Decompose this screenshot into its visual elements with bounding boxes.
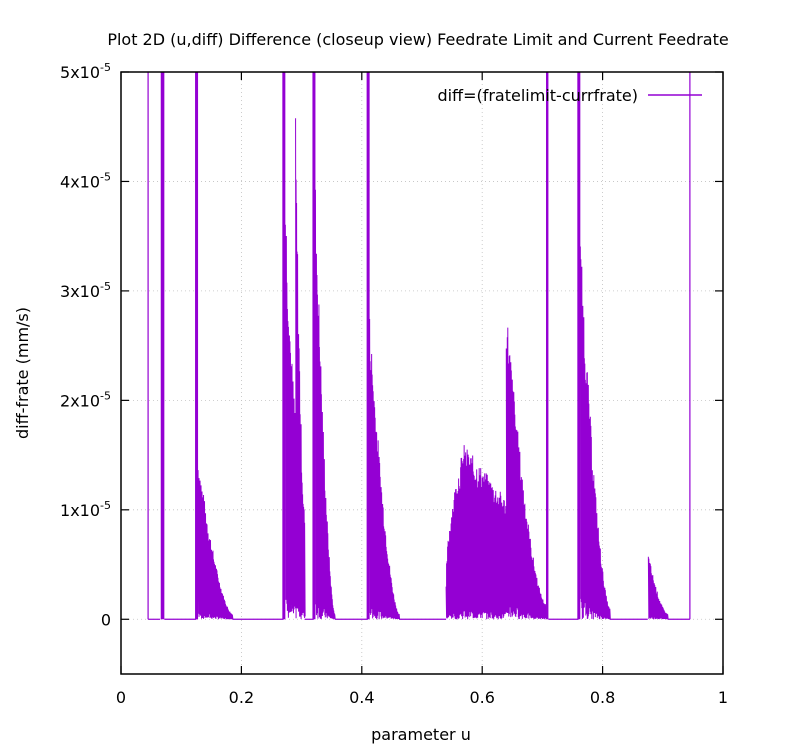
series-oscillation [445, 445, 508, 620]
series-oscillation [197, 470, 234, 620]
y-tick-label: 4x10-5 [60, 170, 111, 191]
series-spike [160, 72, 165, 620]
plot-frame [120, 71, 724, 675]
y-tick-mantissa: 4x10 [60, 172, 100, 191]
series-layer [147, 72, 691, 620]
y-tick-label: 2x10-5 [60, 389, 111, 410]
series-spike [195, 72, 199, 620]
ticks: 0 0.2 0.4 0.6 0.8 101x10-52x10-53x10-54x10-55… [60, 61, 728, 707]
x-tick-label: 0.2 [229, 688, 254, 707]
y-tick-label: 0 [101, 610, 111, 629]
y-tick-mantissa: 2x10 [60, 391, 100, 410]
legend-label: diff=(fratelimit-currfrate) [437, 86, 638, 105]
series-oscillation [505, 327, 547, 620]
y-tick-exponent: -5 [100, 61, 111, 74]
series-oscillation [284, 224, 297, 619]
series-spike [577, 72, 581, 620]
x-tick-label: 1 [718, 688, 728, 707]
y-tick-mantissa: 3x10 [60, 282, 100, 301]
series-spike [546, 72, 549, 620]
x-tick-label: 0.6 [469, 688, 494, 707]
y-tick-exponent: -5 [100, 389, 111, 402]
x-axis-label: parameter u [371, 725, 471, 744]
legend: diff=(fratelimit-currfrate) [437, 86, 702, 105]
y-tick-label: 3x10-5 [60, 280, 111, 301]
series-oscillation [579, 246, 611, 620]
y-axis-label: diff-frate (mm/s) [13, 307, 32, 439]
x-tick-label: 0.4 [349, 688, 374, 707]
series-spike [282, 72, 286, 620]
series-spike [312, 72, 316, 620]
series-oscillation [295, 118, 306, 619]
y-tick-label: 5x10-5 [60, 61, 111, 82]
series-spike [366, 72, 370, 620]
series-diff-fratelimit-currfrate- [147, 72, 691, 620]
x-tick-label: 0.8 [590, 688, 615, 707]
y-tick-exponent: -5 [100, 499, 111, 512]
y-tick-label: 1x10-5 [60, 499, 111, 520]
y-tick-exponent: -5 [100, 280, 111, 293]
series-oscillation [647, 556, 669, 620]
y-tick-exponent: -5 [100, 170, 111, 183]
chart-title: Plot 2D (u,diff) Difference (closeup vie… [107, 30, 728, 49]
y-tick-mantissa: 5x10 [60, 63, 100, 82]
series-oscillation [314, 189, 336, 620]
y-tick-mantissa: 1x10 [60, 501, 100, 520]
series-oscillation [369, 318, 401, 620]
x-tick-label: 0 [116, 688, 126, 707]
